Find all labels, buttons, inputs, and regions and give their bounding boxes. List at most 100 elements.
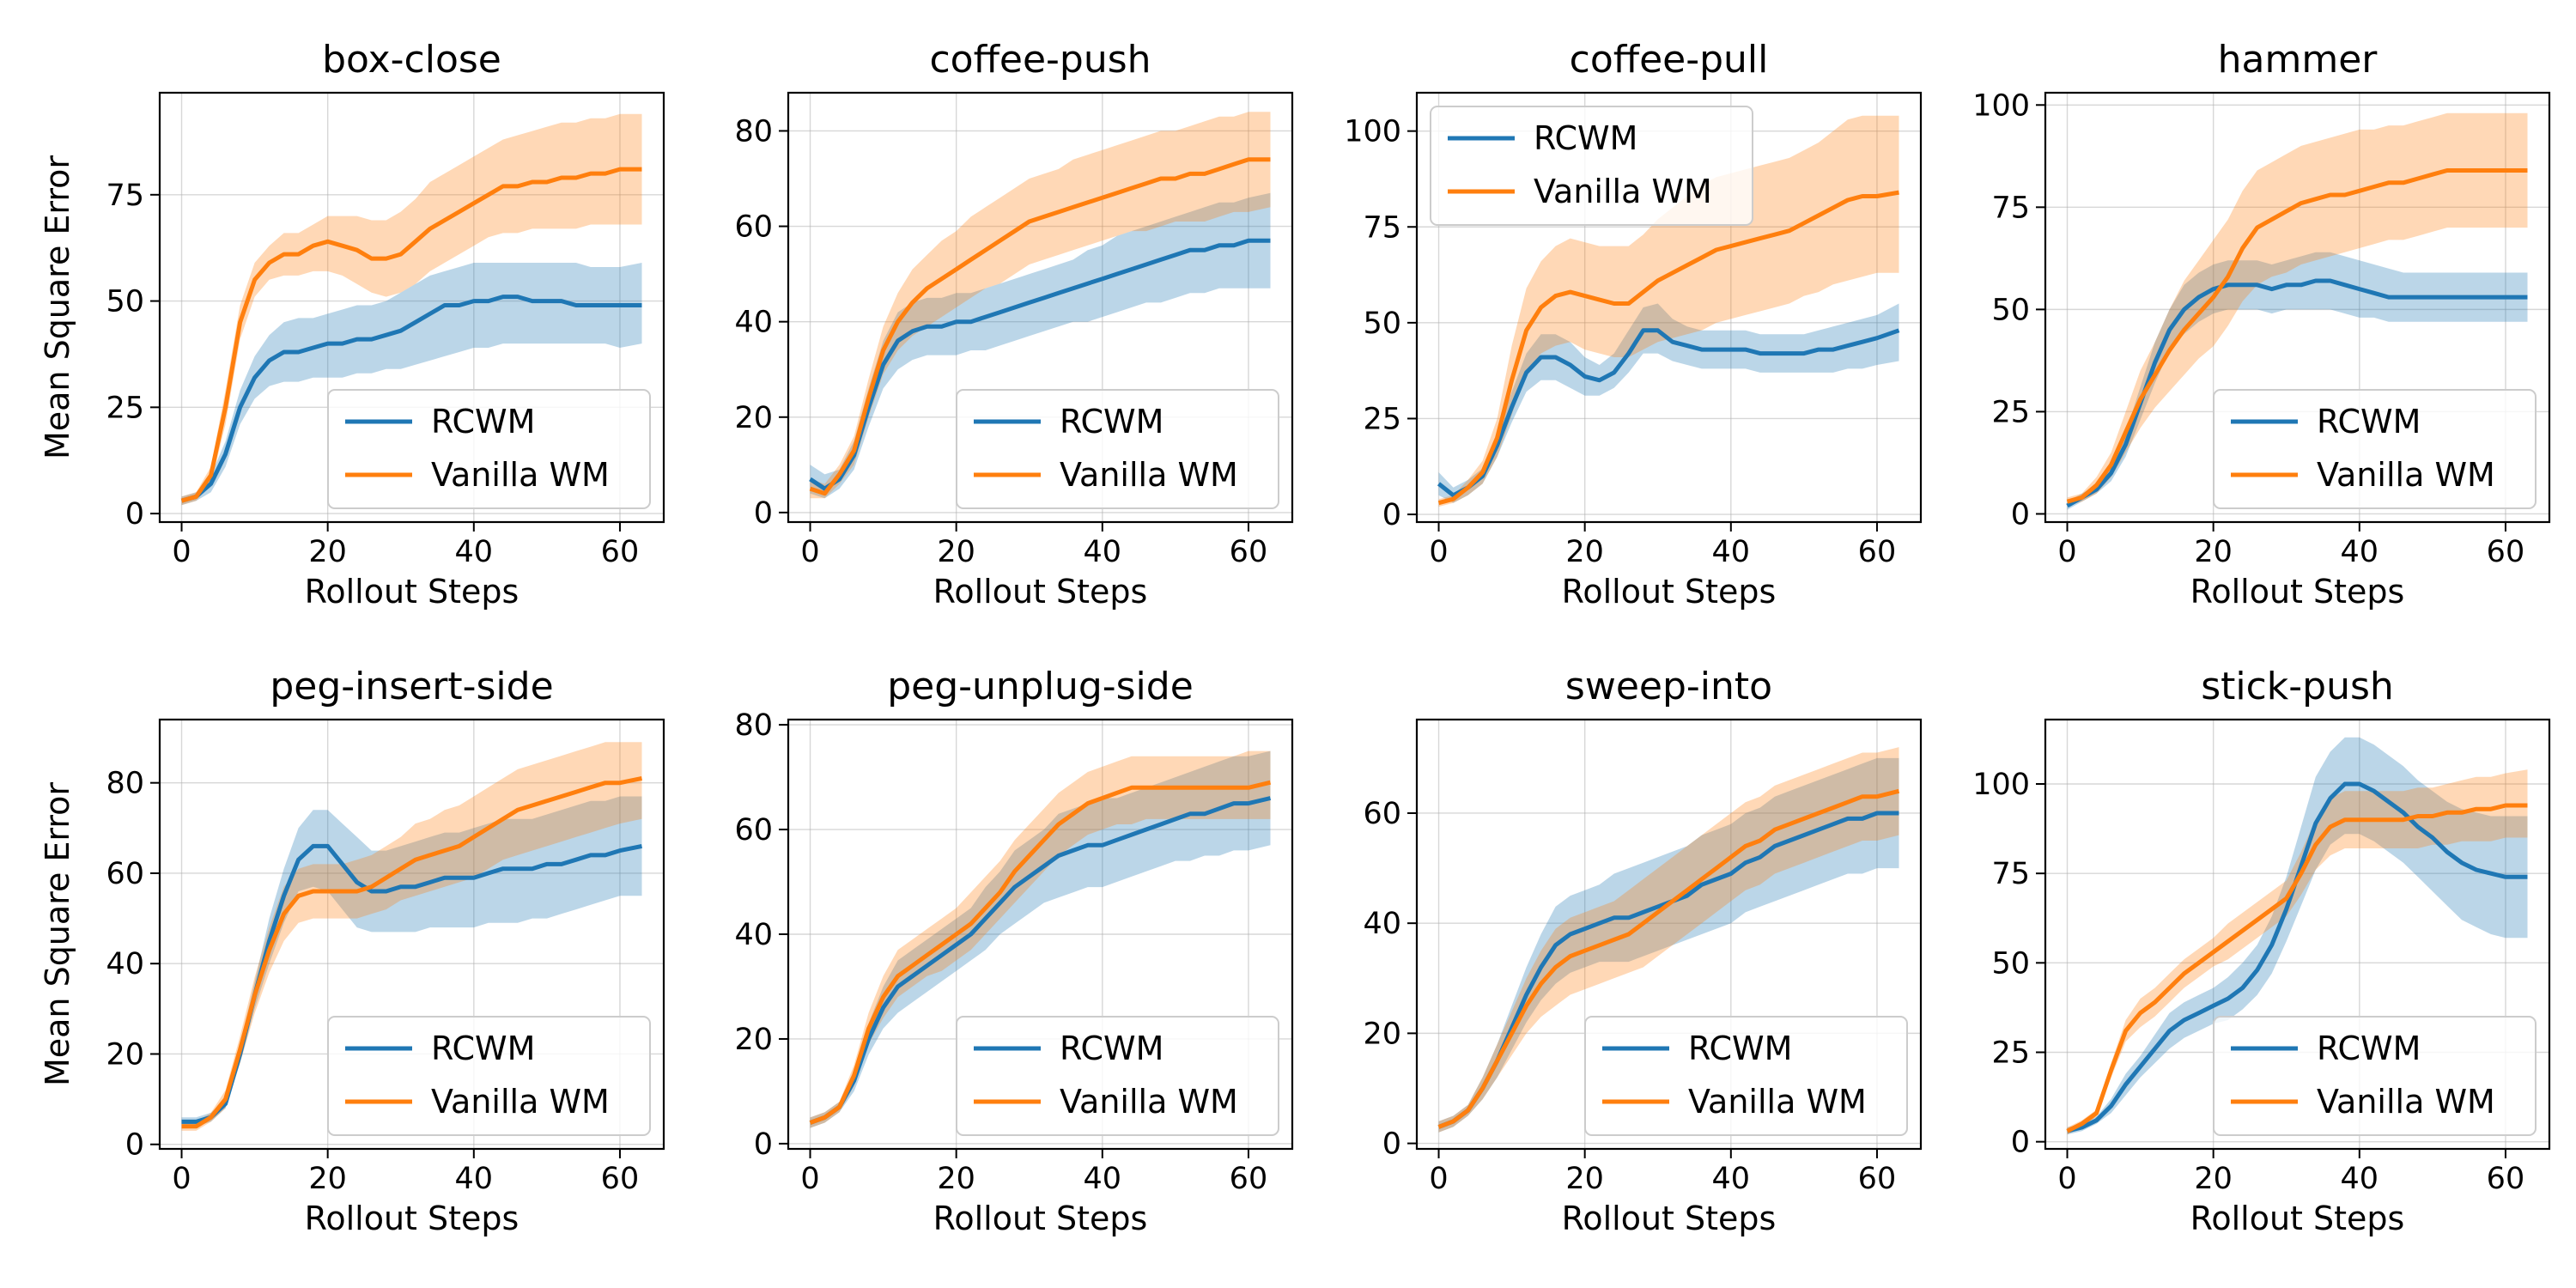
y-tick-label: 80 xyxy=(106,767,144,801)
y-tick-label: 0 xyxy=(125,1128,144,1163)
x-tick-label: 60 xyxy=(1858,535,1897,569)
y-tick-label: 75 xyxy=(1363,210,1401,245)
x-tick-label: 20 xyxy=(1565,1162,1604,1196)
x-tick-label: 0 xyxy=(800,1162,819,1196)
x-tick-label: 40 xyxy=(455,1162,494,1196)
plot-title: sweep-into xyxy=(1565,665,1772,708)
confidence-band xyxy=(810,750,1271,1128)
y-tick-label: 20 xyxy=(1363,1017,1401,1051)
y-tick-label: 50 xyxy=(1991,293,2030,327)
x-tick-label: 0 xyxy=(800,535,819,569)
series-line xyxy=(809,780,1272,1125)
y-tick-label: 0 xyxy=(2011,1126,2030,1160)
y-tick-label: 0 xyxy=(754,496,773,531)
x-tick-label: 40 xyxy=(455,535,494,569)
legend-label: RCWM xyxy=(2317,1030,2421,1067)
legend-label: RCWM xyxy=(431,1030,535,1067)
x-tick-label: 0 xyxy=(172,1162,191,1196)
data-layer xyxy=(2066,737,2528,1135)
y-tick-label: 80 xyxy=(734,708,773,743)
data-layer xyxy=(809,750,1272,1128)
legend-label: RCWM xyxy=(1060,1030,1163,1067)
legend-label: RCWM xyxy=(1060,403,1163,440)
series-line xyxy=(180,295,642,503)
x-tick-label: 20 xyxy=(937,1162,975,1196)
x-tick-label: 0 xyxy=(172,535,191,569)
subplot: 0 20 40 60 0 25 50 75 box-close Rollout Steps Mean… xyxy=(39,38,665,611)
y-tick-label: 60 xyxy=(1363,797,1401,831)
series-line xyxy=(180,167,642,503)
y-tick-label: 40 xyxy=(106,947,144,981)
y-tick-label: 60 xyxy=(106,857,144,891)
plot-title: peg-insert-side xyxy=(270,665,553,708)
legend-label: Vanilla WM xyxy=(2317,456,2495,494)
x-tick-label: 60 xyxy=(2487,535,2525,569)
y-tick-label: 50 xyxy=(1991,946,2030,981)
series-line xyxy=(2066,803,2528,1133)
y-axis-label: Mean Square Error xyxy=(39,782,76,1086)
subplot: 0 20 40 60 0 20 40 60 sweep-into Rollout Steps RCW… xyxy=(1363,665,1923,1237)
x-axis-label: Rollout Steps xyxy=(1562,573,1777,611)
series-line xyxy=(2066,168,2528,504)
legend-label: Vanilla WM xyxy=(1060,456,1238,494)
y-tick-label: 80 xyxy=(734,114,773,149)
confidence-band xyxy=(2067,112,2528,507)
x-tick-label: 40 xyxy=(2341,535,2379,569)
legend-label: Vanilla WM xyxy=(1060,1083,1238,1121)
y-tick-label: 20 xyxy=(734,401,773,435)
y-tick-label: 0 xyxy=(1382,1127,1401,1162)
y-tick-label: 50 xyxy=(1363,307,1401,341)
plot-title: box-close xyxy=(322,38,501,82)
data-layer xyxy=(809,112,1271,499)
x-tick-label: 0 xyxy=(1429,1162,1448,1196)
x-tick-label: 20 xyxy=(937,535,975,569)
legend-label: Vanilla WM xyxy=(431,456,610,494)
legend-label: RCWM xyxy=(1534,119,1637,157)
y-tick-label: 0 xyxy=(754,1127,773,1162)
series-line xyxy=(809,157,1271,496)
plot-frame xyxy=(2044,718,2551,1151)
x-axis-label: Rollout Steps xyxy=(305,573,519,611)
legend-label: Vanilla WM xyxy=(2317,1083,2495,1121)
plot-frame xyxy=(1415,91,1923,524)
x-axis-label: Rollout Steps xyxy=(933,1200,1148,1237)
confidence-band xyxy=(2067,769,2528,1135)
x-tick-label: 0 xyxy=(2057,535,2076,569)
legend: RCWM Vanilla WM xyxy=(2213,1016,2537,1136)
y-tick-label: 100 xyxy=(1344,115,1401,149)
x-tick-label: 60 xyxy=(2487,1162,2525,1196)
data-layer xyxy=(1437,747,1900,1133)
plot-title: peg-unplug-side xyxy=(887,665,1194,708)
series-line xyxy=(181,775,643,1129)
legend: RCWM Vanilla WM xyxy=(956,389,1279,509)
y-tick-label: 75 xyxy=(1991,857,2030,891)
series-line xyxy=(1437,811,1899,1129)
y-tick-label: 0 xyxy=(125,497,144,532)
legend: RCWM Vanilla WM xyxy=(327,1016,651,1136)
legend: RCWM Vanilla WM xyxy=(2213,389,2537,509)
y-tick-label: 25 xyxy=(1363,402,1401,436)
data-layer xyxy=(1437,115,1900,507)
legend-label: RCWM xyxy=(1688,1030,1792,1067)
subplot: 0 20 40 60 0 20 40 60 80 coffee-push Rollout Steps… xyxy=(734,38,1294,611)
series-line xyxy=(1437,190,1899,506)
plot-title: coffee-push xyxy=(929,38,1151,82)
x-axis-label: Rollout Steps xyxy=(1562,1200,1777,1237)
confidence-band xyxy=(181,796,642,1127)
plot-title: stick-push xyxy=(2201,665,2394,708)
y-tick-label: 0 xyxy=(1382,498,1401,532)
confidence-band xyxy=(181,263,642,506)
x-axis-label: Rollout Steps xyxy=(2190,1200,2405,1237)
legend: RCWM Vanilla WM xyxy=(956,1016,1279,1136)
y-axis-label: Mean Square Error xyxy=(39,155,76,459)
x-tick-label: 0 xyxy=(2057,1162,2076,1196)
plot-frame xyxy=(1415,718,1923,1151)
legend-label: Vanilla WM xyxy=(1688,1083,1867,1121)
series-line xyxy=(809,238,1271,491)
confidence-band xyxy=(2067,252,2528,510)
x-tick-label: 0 xyxy=(1429,535,1448,569)
subplot: 0 20 40 60 0 20 40 60 80 peg-unplug-side Rollout S… xyxy=(734,665,1294,1237)
plot-frame xyxy=(787,91,1294,524)
x-axis-label: Rollout Steps xyxy=(933,573,1148,611)
subplot: 0 20 40 60 0 25 50 75 100 hammer Rollout Steps RCWM… xyxy=(1972,38,2551,611)
